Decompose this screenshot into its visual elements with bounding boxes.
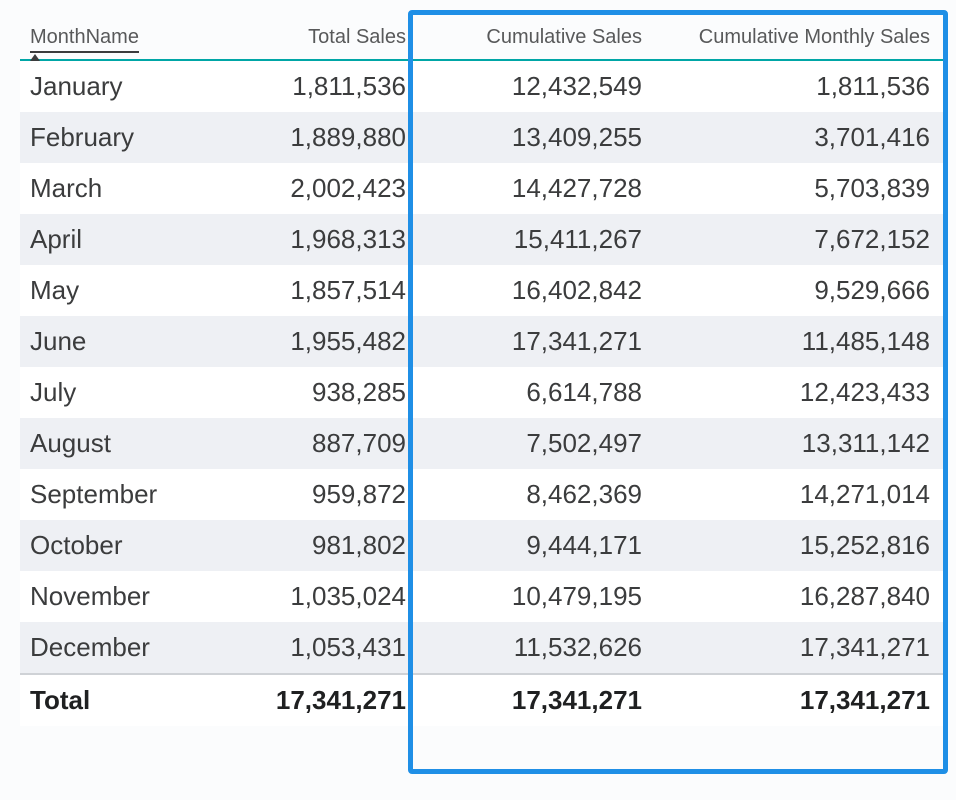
cell-cumulative-monthly-sales: 11,485,148 xyxy=(656,316,944,367)
table-row[interactable]: November 1,035,024 10,479,195 16,287,840 xyxy=(20,571,944,622)
column-header-total-sales-label: Total Sales xyxy=(308,26,406,48)
cell-cumulative-sales: 10,479,195 xyxy=(420,571,656,622)
cell-cumulative-monthly-sales: 13,311,142 xyxy=(656,418,944,469)
table-row[interactable]: August 887,709 7,502,497 13,311,142 xyxy=(20,418,944,469)
cell-total-sales: 1,857,514 xyxy=(220,265,420,316)
cell-cumulative-sales: 6,614,788 xyxy=(420,367,656,418)
table-row[interactable]: September 959,872 8,462,369 14,271,014 xyxy=(20,469,944,520)
cell-cumulative-monthly-sales: 1,811,536 xyxy=(656,60,944,112)
column-header-total-sales[interactable]: Total Sales xyxy=(220,16,420,60)
cell-total-sales: 938,285 xyxy=(220,367,420,418)
cell-total-sales: 1,955,482 xyxy=(220,316,420,367)
cell-cumulative-monthly-sales: 16,287,840 xyxy=(656,571,944,622)
table-row[interactable]: July 938,285 6,614,788 12,423,433 xyxy=(20,367,944,418)
cell-total-cumulative-sales: 17,341,271 xyxy=(420,674,656,726)
cell-month: November xyxy=(20,571,220,622)
cell-cumulative-sales: 16,402,842 xyxy=(420,265,656,316)
sort-ascending-icon xyxy=(30,54,40,61)
table-header-row: MonthName Total Sales Cumulative Sales C… xyxy=(20,16,944,60)
cell-total-sales: 1,053,431 xyxy=(220,622,420,674)
cell-month: July xyxy=(20,367,220,418)
cell-cumulative-sales: 13,409,255 xyxy=(420,112,656,163)
cell-cumulative-sales: 12,432,549 xyxy=(420,60,656,112)
cell-cumulative-sales: 11,532,626 xyxy=(420,622,656,674)
table-row[interactable]: February 1,889,880 13,409,255 3,701,416 xyxy=(20,112,944,163)
table-row[interactable]: June 1,955,482 17,341,271 11,485,148 xyxy=(20,316,944,367)
cell-month: January xyxy=(20,60,220,112)
cell-total-sales: 2,002,423 xyxy=(220,163,420,214)
sales-table: MonthName Total Sales Cumulative Sales C… xyxy=(20,16,944,726)
column-header-monthname[interactable]: MonthName xyxy=(20,16,220,60)
table-row[interactable]: October 981,802 9,444,171 15,252,816 xyxy=(20,520,944,571)
table-row[interactable]: January 1,811,536 12,432,549 1,811,536 xyxy=(20,60,944,112)
column-header-cumulative-monthly-sales[interactable]: Cumulative Monthly Sales xyxy=(656,16,944,60)
cell-total-sales: 887,709 xyxy=(220,418,420,469)
cell-total-sales: 1,811,536 xyxy=(220,60,420,112)
cell-cumulative-monthly-sales: 7,672,152 xyxy=(656,214,944,265)
cell-month: April xyxy=(20,214,220,265)
cell-cumulative-monthly-sales: 17,341,271 xyxy=(656,622,944,674)
cell-cumulative-sales: 14,427,728 xyxy=(420,163,656,214)
table-row[interactable]: March 2,002,423 14,427,728 5,703,839 xyxy=(20,163,944,214)
table-body: January 1,811,536 12,432,549 1,811,536 F… xyxy=(20,60,944,726)
cell-month: February xyxy=(20,112,220,163)
cell-cumulative-monthly-sales: 15,252,816 xyxy=(656,520,944,571)
cell-cumulative-sales: 15,411,267 xyxy=(420,214,656,265)
cell-total-cumulative-monthly-sales: 17,341,271 xyxy=(656,674,944,726)
cell-cumulative-monthly-sales: 12,423,433 xyxy=(656,367,944,418)
cell-cumulative-sales: 17,341,271 xyxy=(420,316,656,367)
table-row[interactable]: April 1,968,313 15,411,267 7,672,152 xyxy=(20,214,944,265)
table-row[interactable]: December 1,053,431 11,532,626 17,341,271 xyxy=(20,622,944,674)
cell-month: September xyxy=(20,469,220,520)
column-header-cumulative-sales-label: Cumulative Sales xyxy=(486,26,642,48)
cell-total-sales: 981,802 xyxy=(220,520,420,571)
column-header-cumulative-sales[interactable]: Cumulative Sales xyxy=(420,16,656,60)
cell-month: May xyxy=(20,265,220,316)
cell-cumulative-monthly-sales: 14,271,014 xyxy=(656,469,944,520)
sort-underline xyxy=(30,51,139,53)
cell-total-sales: 959,872 xyxy=(220,469,420,520)
cell-month: March xyxy=(20,163,220,214)
cell-total-label: Total xyxy=(20,674,220,726)
sales-table-container: MonthName Total Sales Cumulative Sales C… xyxy=(20,16,944,726)
cell-cumulative-monthly-sales: 9,529,666 xyxy=(656,265,944,316)
column-header-monthname-label: MonthName xyxy=(30,26,139,48)
cell-month: October xyxy=(20,520,220,571)
cell-month: December xyxy=(20,622,220,674)
column-header-cumulative-monthly-sales-label: Cumulative Monthly Sales xyxy=(699,26,930,48)
cell-cumulative-monthly-sales: 3,701,416 xyxy=(656,112,944,163)
cell-cumulative-sales: 7,502,497 xyxy=(420,418,656,469)
cell-total-sales: 1,889,880 xyxy=(220,112,420,163)
cell-cumulative-monthly-sales: 5,703,839 xyxy=(656,163,944,214)
cell-month: June xyxy=(20,316,220,367)
table-row[interactable]: May 1,857,514 16,402,842 9,529,666 xyxy=(20,265,944,316)
cell-month: August xyxy=(20,418,220,469)
cell-cumulative-sales: 8,462,369 xyxy=(420,469,656,520)
cell-total-sales: 1,968,313 xyxy=(220,214,420,265)
table-total-row[interactable]: Total 17,341,271 17,341,271 17,341,271 xyxy=(20,674,944,726)
cell-total-total-sales: 17,341,271 xyxy=(220,674,420,726)
cell-total-sales: 1,035,024 xyxy=(220,571,420,622)
cell-cumulative-sales: 9,444,171 xyxy=(420,520,656,571)
